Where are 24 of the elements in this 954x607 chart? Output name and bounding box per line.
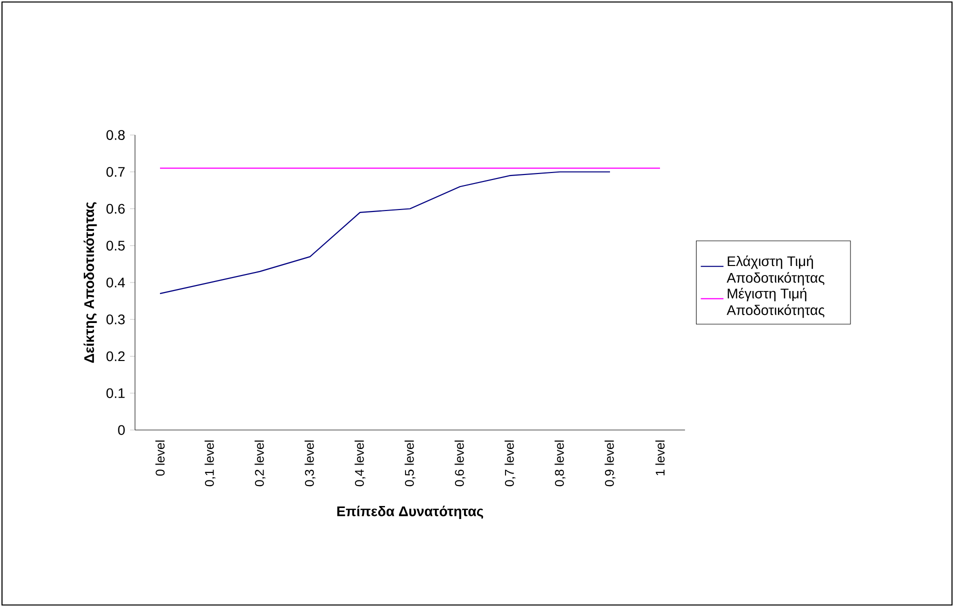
y-tick-label: 0.1	[106, 388, 125, 398]
y-tick-label: 0.2	[106, 351, 125, 362]
x-tick-label: 0,7 level	[504, 440, 516, 486]
y-tick-label: 0.5	[106, 240, 125, 251]
y-tick-label: 0.6	[106, 204, 125, 214]
x-tick-label: 0 level	[155, 440, 165, 476]
x-tick-label: 0,6 level	[454, 440, 466, 486]
x-tick-label: 0,9 level	[604, 440, 616, 486]
x-tick-label: 0,3 level	[304, 440, 316, 486]
y-axis-title: Δείκτης Αποδοτικότητας	[84, 202, 97, 363]
x-tick-label: 0,5 level	[404, 440, 416, 486]
y-tick-label: 0.3	[106, 314, 125, 324]
y-tick-label: 0.4	[106, 278, 125, 288]
legend-label: Ελάχιστη Τιμή Αποδοτικότητας	[726, 256, 824, 286]
y-tick-label: 0.7	[106, 166, 125, 177]
x-tick-label: 1 level	[655, 440, 665, 476]
y-tick-label: 0	[118, 425, 125, 435]
x-tick-label: 0,4 level	[354, 440, 366, 486]
x-axis-title: Επίπεδα Δυνατότητας	[337, 506, 484, 519]
x-tick-label: 0,1 level	[204, 440, 216, 486]
y-tick-label: 0.8	[106, 130, 125, 140]
legend-label: Μέγιστη Τιμή Αποδοτικότητας	[726, 288, 824, 318]
x-tick-label: 0,2 level	[254, 440, 266, 486]
x-tick-label: 0,8 level	[554, 440, 566, 486]
